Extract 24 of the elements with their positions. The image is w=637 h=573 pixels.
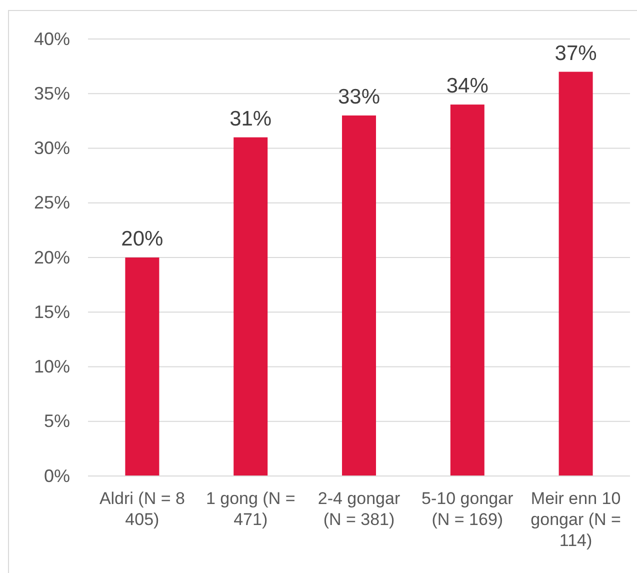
x-tick-label: 5-10 gongar (N = 169) — [422, 489, 514, 529]
bar — [342, 115, 376, 476]
data-label: 33% — [338, 85, 380, 108]
data-label: 31% — [230, 107, 272, 130]
y-tick-label: 25% — [34, 192, 70, 213]
bar — [450, 104, 484, 476]
data-label: 20% — [121, 228, 164, 250]
y-tick-label: 20% — [34, 247, 70, 268]
bar — [234, 137, 268, 476]
y-tick-label: 0% — [44, 466, 70, 486]
bar — [558, 72, 593, 476]
y-tick-label: 5% — [44, 411, 70, 432]
x-tick-label: 2-4 gongar (N = 381) — [318, 489, 400, 529]
y-tick-label: 15% — [34, 302, 70, 322]
y-tick-label: 10% — [34, 356, 70, 377]
x-tick-label: Aldri (N = 8 405) — [99, 489, 185, 529]
bar — [125, 258, 160, 476]
y-tick-label: 30% — [34, 138, 70, 158]
y-tick-label: 40% — [34, 28, 70, 49]
data-label: 34% — [446, 74, 488, 98]
x-tick-label: Meir enn 10 gongar (N = 114) — [530, 489, 621, 550]
y-tick-label: 35% — [34, 83, 70, 104]
x-tick-label: 1 gong (N = 471) — [206, 489, 296, 529]
data-label: 37% — [554, 42, 597, 65]
